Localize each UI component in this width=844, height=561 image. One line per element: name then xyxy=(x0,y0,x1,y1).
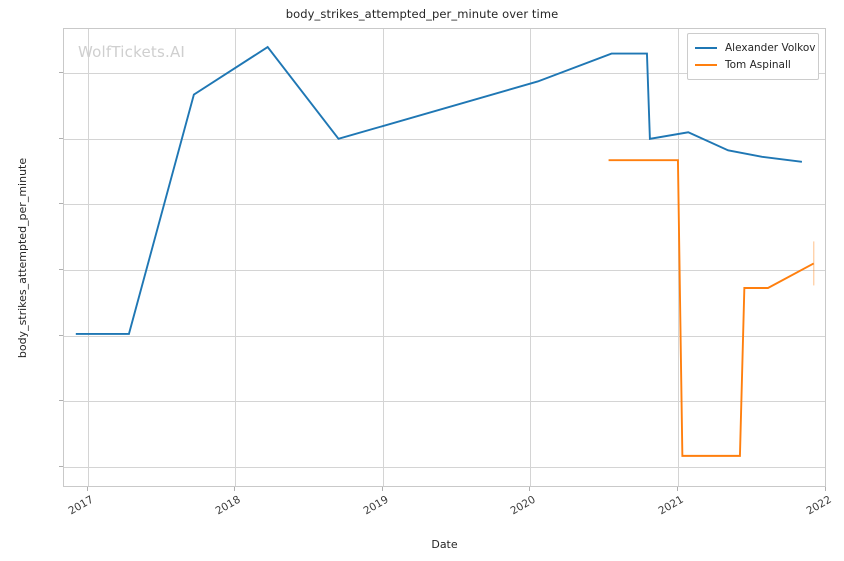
legend-swatch-tom-aspinall xyxy=(695,63,717,66)
series-line-tom-aspinall xyxy=(608,159,815,457)
series-line-alexander-volkov xyxy=(75,45,803,335)
legend-swatch-alexander-volkov xyxy=(695,46,717,49)
legend-item-tom-aspinall[interactable]: Tom Aspinall xyxy=(695,56,811,73)
chart-title: body_strikes_attempted_per_minute over t… xyxy=(285,7,559,21)
gridline-vertical xyxy=(530,29,531,486)
gridline-vertical xyxy=(88,29,89,486)
gridline-horizontal xyxy=(64,139,825,140)
chart-legend: Alexander Volkov Tom Aspinall xyxy=(687,33,819,80)
gridline-vertical xyxy=(235,29,236,486)
gridline-horizontal xyxy=(64,467,825,468)
x-axis-label: Date xyxy=(431,538,458,551)
gridline-horizontal xyxy=(64,73,825,74)
y-tick-mark xyxy=(59,137,63,139)
gridline-horizontal xyxy=(64,204,825,205)
x-tick-label: 2021 xyxy=(656,493,686,518)
gridline-horizontal xyxy=(64,270,825,271)
gridline-horizontal xyxy=(64,336,825,337)
y-tick-mark xyxy=(59,72,63,74)
x-tick-mark xyxy=(529,487,531,491)
x-tick-mark xyxy=(824,487,826,491)
x-tick-label: 2017 xyxy=(66,493,96,518)
watermark: WolfTickets.AI xyxy=(78,43,186,61)
x-tick-label: 2019 xyxy=(361,493,391,518)
y-axis-label: body_strikes_attempted_per_minute xyxy=(16,157,29,358)
y-tick-mark xyxy=(59,400,63,402)
gridline-vertical xyxy=(383,29,384,486)
x-tick-label: 2020 xyxy=(508,493,538,518)
x-tick-label: 2022 xyxy=(803,493,834,518)
x-tick-label: 2018 xyxy=(213,493,243,518)
y-tick-mark xyxy=(59,268,63,270)
y-tick-mark xyxy=(59,203,63,205)
x-tick-mark xyxy=(381,487,383,491)
x-tick-mark xyxy=(86,487,88,491)
plot-area: WolfTickets.AI xyxy=(63,28,826,487)
data-lines xyxy=(75,45,815,457)
y-tick-mark xyxy=(59,334,63,336)
x-tick-mark xyxy=(234,487,236,491)
legend-item-alexander-volkov[interactable]: Alexander Volkov xyxy=(695,39,816,56)
gridline-horizontal xyxy=(64,401,825,402)
legend-label-alexander-volkov: Alexander Volkov xyxy=(725,41,816,54)
x-tick-mark xyxy=(676,487,678,491)
legend-label-tom-aspinall: Tom Aspinall xyxy=(725,58,791,71)
y-tick-mark xyxy=(59,465,63,467)
